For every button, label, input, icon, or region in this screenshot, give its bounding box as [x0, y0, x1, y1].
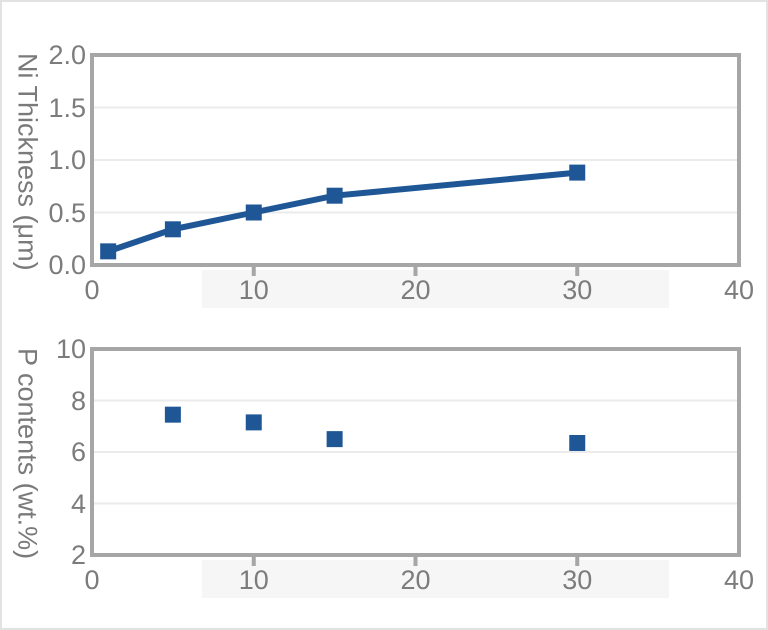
y-axis-title: P contents (wt.%)	[12, 348, 43, 560]
y-tick-label: 0.0	[48, 250, 86, 280]
data-point-marker	[164, 406, 181, 423]
y-axis-title: Ni Thickness (μm)	[12, 53, 43, 271]
axis-label-band	[202, 560, 669, 598]
data-point-marker	[100, 243, 117, 260]
x-tick-label: 40	[723, 565, 755, 595]
p-contents-chart: P contents (wt.%) 2 4 6 8 10 0 10 20 30 40	[2, 317, 766, 628]
plot-area	[90, 53, 741, 308]
ni-thickness-chart: Ni Thickness (μm) 0.0 0.5 1.0 1.5 2.0 0 10 20 30…	[2, 2, 766, 317]
data-point-marker	[245, 204, 262, 221]
x-tick-label: 30	[562, 275, 593, 305]
x-tick-label: 20	[400, 275, 431, 305]
y-tick-label: 2	[70, 540, 86, 570]
x-tick-label: 0	[84, 275, 100, 305]
y-tick-label: 6	[70, 437, 86, 467]
y-tick-label: 8	[70, 385, 86, 416]
axis-frame	[90, 53, 741, 267]
x-tick-label: 40	[723, 275, 755, 305]
data-point-marker	[569, 434, 586, 451]
data-point-marker	[569, 164, 586, 181]
axis-label-band	[202, 270, 669, 308]
plot-area	[90, 347, 741, 598]
data-point-marker	[326, 187, 343, 204]
y-tick-label: 4	[70, 488, 86, 519]
x-tick-label: 20	[400, 565, 431, 595]
data-point-marker	[326, 431, 343, 448]
y-tick-label: 10	[55, 334, 86, 364]
data-point-marker	[164, 221, 181, 238]
x-tick-label: 10	[238, 275, 269, 305]
y-tick-label: 1.5	[48, 92, 86, 123]
y-tick-label: 1.0	[48, 145, 86, 175]
x-tick-label: 30	[562, 565, 593, 595]
axis-frame	[90, 347, 741, 557]
x-tick-label: 10	[238, 565, 269, 595]
data-point-marker	[245, 414, 262, 431]
y-tick-label: 0.5	[48, 197, 86, 228]
y-tick-label: 2.0	[48, 40, 86, 70]
x-tick-label: 0	[84, 565, 100, 595]
